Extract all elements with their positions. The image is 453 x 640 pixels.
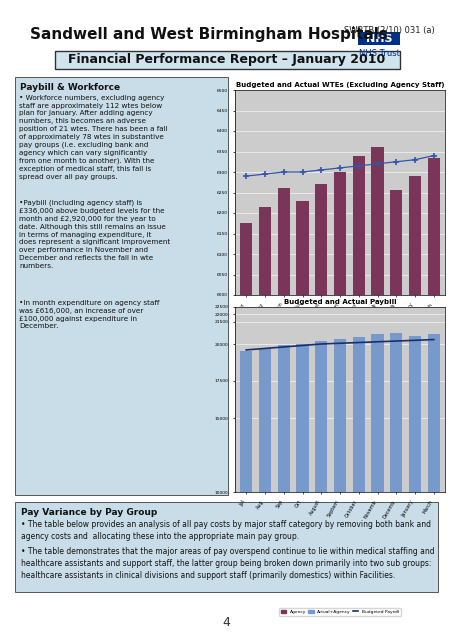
Bar — [240, 351, 252, 640]
Text: NHS Trust: NHS Trust — [359, 49, 400, 58]
Bar — [15, 502, 438, 592]
Text: Sandwell and West Birmingham Hospitals: Sandwell and West Birmingham Hospitals — [30, 28, 388, 42]
Bar — [371, 633, 384, 640]
Text: • Workforce numbers, excluding agency
staff are approximately 112 wtes below
pla: • Workforce numbers, excluding agency st… — [19, 95, 168, 179]
Bar — [315, 184, 328, 640]
Bar — [371, 334, 384, 640]
Bar — [55, 51, 400, 69]
Text: • The table below provides an analysis of all pay costs by major staff category : • The table below provides an analysis o… — [21, 520, 431, 541]
Text: SWBTB (2/10) 031 (a): SWBTB (2/10) 031 (a) — [344, 26, 435, 35]
Bar — [428, 633, 440, 640]
Bar — [409, 176, 421, 640]
Text: •In month expenditure on agency staff
was £616,000, an increase of over
£100,000: •In month expenditure on agency staff wa… — [19, 300, 159, 329]
Bar — [315, 633, 328, 640]
Bar — [259, 634, 271, 640]
Bar — [296, 634, 308, 640]
Title: Budgeted and Actual WTEs (Excluding Agency Staff): Budgeted and Actual WTEs (Excluding Agen… — [236, 82, 444, 88]
Legend: Agency, Actual+Agency, Budgeted Payroll: Agency, Actual+Agency, Budgeted Payroll — [279, 608, 401, 616]
Bar — [278, 188, 290, 640]
Text: •Paybill (including agency staff) is
£336,000 above budgeted levels for the
mont: •Paybill (including agency staff) is £33… — [19, 200, 170, 269]
Bar — [240, 634, 252, 640]
Text: Financial Performance Report – January 2010: Financial Performance Report – January 2… — [68, 54, 386, 67]
Bar — [371, 147, 384, 640]
Bar — [296, 344, 308, 640]
Bar — [428, 157, 440, 640]
Bar — [390, 191, 402, 640]
Bar — [352, 634, 365, 640]
Bar — [259, 207, 271, 640]
Text: Pay Variance by Pay Group: Pay Variance by Pay Group — [21, 508, 157, 517]
Bar — [334, 172, 346, 640]
Bar — [390, 630, 402, 640]
Bar — [334, 633, 346, 640]
Bar — [296, 201, 308, 640]
Legend: Actual WTEs, Budgeted WTEs: Actual WTEs, Budgeted WTEs — [290, 411, 390, 420]
Bar — [315, 341, 328, 640]
Bar — [409, 336, 421, 640]
Bar — [278, 346, 290, 640]
Bar — [358, 32, 400, 45]
Bar — [409, 631, 421, 640]
Text: 4: 4 — [222, 616, 230, 628]
Bar — [259, 348, 271, 640]
Text: • The table demonstrates that the major areas of pay overspend continue to lie w: • The table demonstrates that the major … — [21, 547, 434, 580]
Bar — [352, 156, 365, 640]
Bar — [352, 337, 365, 640]
Bar — [278, 635, 290, 640]
Bar — [240, 223, 252, 640]
Text: NHS: NHS — [366, 33, 392, 44]
Bar — [428, 334, 440, 640]
Bar — [15, 77, 228, 495]
Bar — [334, 339, 346, 640]
Text: Paybill & Workforce: Paybill & Workforce — [20, 83, 120, 92]
Bar — [390, 333, 402, 640]
Title: Budgeted and Actual Paybill: Budgeted and Actual Paybill — [284, 300, 396, 305]
